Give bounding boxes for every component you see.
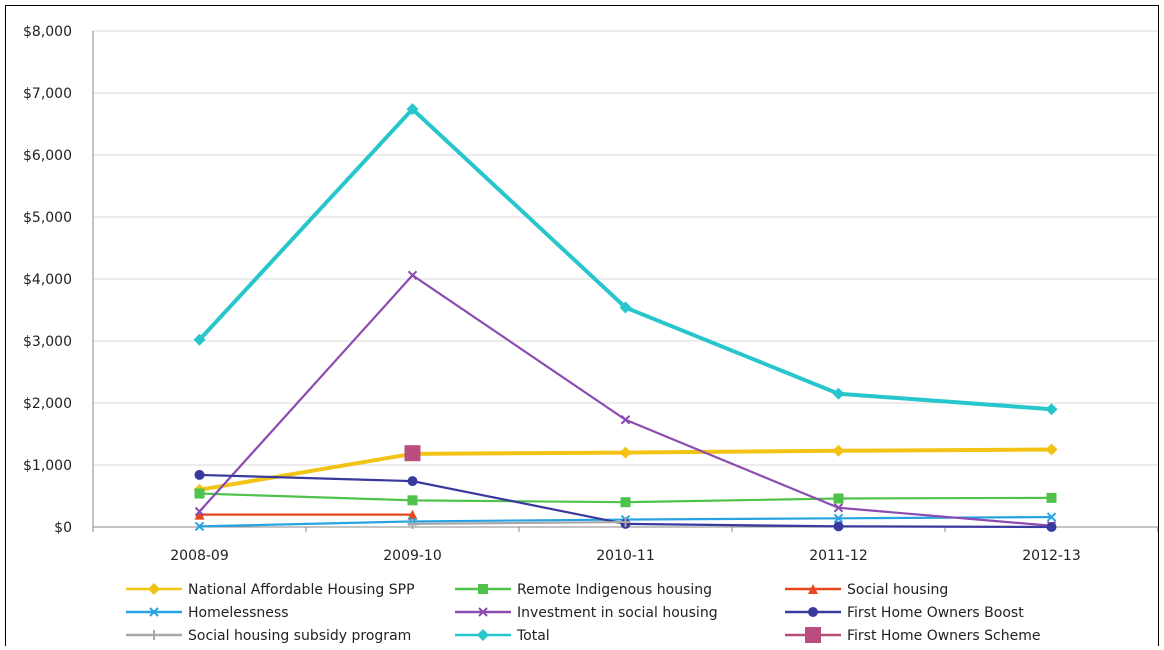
legend-label: Investment in social housing [517, 605, 718, 621]
data-point-x [1046, 512, 1057, 522]
x-tick-label: 2009-10 [383, 548, 442, 564]
legend-item: Investment in social housing [455, 605, 718, 621]
data-point-diamond [193, 333, 206, 346]
legend-label: Social housing [847, 582, 948, 598]
line-chart: $0 $1,000 $2,000 $3,000 $4,000 $5,000 $6,000 $7… [23, 24, 1159, 644]
data-point-diamond [148, 583, 160, 595]
x-tick-label: 2008-09 [170, 548, 229, 564]
legend-label: Homelessness [188, 605, 289, 621]
x-tick-label: 2012-13 [1022, 548, 1081, 564]
y-tick-label: $7,000 [23, 86, 72, 102]
y-tick-label: $2,000 [23, 396, 72, 412]
y-tick-label: $4,000 [23, 272, 72, 288]
data-point-plus [149, 630, 159, 640]
chart-frame: $0 $1,000 $2,000 $3,000 $4,000 $5,000 $6,000 $7… [5, 5, 1159, 646]
legend-item: Social housing subsidy program [126, 628, 411, 644]
legend-item: National Affordable Housing SPP [126, 582, 415, 598]
legend-item: Homelessness [126, 605, 289, 621]
data-point-circle [833, 521, 844, 532]
gridlines [93, 30, 1158, 466]
data-point-diamond [832, 444, 845, 457]
legend-label: First Home Owners Boost [847, 605, 1024, 621]
data-point-circle [407, 476, 418, 487]
data-point-triangle [407, 509, 418, 520]
legend-item: First Home Owners Boost [785, 605, 1024, 621]
legend-label: National Affordable Housing SPP [188, 582, 415, 598]
data-point-diamond [619, 301, 632, 314]
data-point-square [478, 584, 488, 594]
data-point-square [833, 493, 844, 504]
data-point-diamond [832, 387, 845, 400]
data-point-diamond [406, 103, 419, 116]
data-point-x [833, 513, 844, 524]
data-point-diamond [619, 446, 632, 459]
legend: National Affordable Housing SPP Remote In… [126, 582, 1040, 644]
data-point-diamond [1045, 403, 1058, 416]
data-point-diamond [1045, 443, 1058, 456]
data-point-triangle [808, 584, 818, 594]
x-tick-label: 2011-12 [809, 548, 868, 564]
series-markers [193, 103, 1058, 532]
y-tick-label: $5,000 [23, 210, 72, 226]
legend-item: Social housing [785, 582, 948, 598]
y-tick-label: $0 [54, 520, 72, 536]
data-point-square [194, 488, 205, 499]
data-point-triangle [194, 509, 205, 520]
data-point-x [194, 521, 205, 532]
data-point-circle [194, 469, 205, 480]
y-tick-label: $6,000 [23, 148, 72, 164]
legend-item: First Home Owners Scheme [785, 627, 1040, 644]
data-point-square [407, 495, 418, 506]
data-point-diamond [477, 629, 489, 641]
data-point-x [833, 503, 844, 513]
x-axis-tick-labels: 2008-09 2009-10 2010-11 2011-12 2012-13 [170, 548, 1081, 564]
data-point-plus [620, 517, 631, 528]
series-line [198, 107, 1052, 412]
y-tick-label: $1,000 [23, 458, 72, 474]
series-line [412, 520, 626, 525]
data-point-x [478, 607, 488, 617]
data-point-x [407, 270, 418, 280]
data-point-square [404, 445, 421, 462]
y-tick-label: $3,000 [23, 334, 72, 350]
legend-label: Remote Indigenous housing [517, 582, 712, 598]
data-point-x [620, 415, 631, 425]
data-point-plus [407, 518, 418, 529]
legend-item: Total [455, 628, 550, 644]
legend-item: Remote Indigenous housing [455, 582, 712, 598]
data-point-square [805, 627, 821, 643]
x-tick-label: 2010-11 [596, 548, 655, 564]
legend-label: Social housing subsidy program [188, 628, 411, 644]
data-point-circle [1046, 522, 1057, 532]
data-point-circle [808, 607, 818, 617]
data-point-square [620, 497, 631, 508]
y-tick-label: $8,000 [23, 24, 72, 40]
data-point-x [194, 506, 205, 517]
data-point-x [149, 607, 159, 617]
series-lines [198, 107, 1052, 529]
legend-label: First Home Owners Scheme [847, 628, 1040, 644]
y-axis-tick-labels: $0 $1,000 $2,000 $3,000 $4,000 $5,000 $6,000 $7… [23, 24, 72, 536]
legend-label: Total [516, 628, 550, 644]
data-point-square [1046, 492, 1057, 503]
